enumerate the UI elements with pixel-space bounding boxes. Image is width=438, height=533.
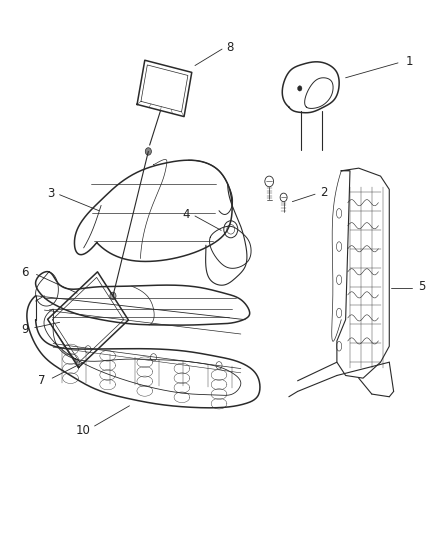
- Text: 6: 6: [21, 266, 28, 279]
- Circle shape: [297, 86, 302, 91]
- Text: 7: 7: [39, 374, 46, 387]
- Circle shape: [145, 148, 152, 155]
- Text: 2: 2: [320, 185, 328, 199]
- Text: 3: 3: [47, 187, 55, 200]
- Text: 8: 8: [226, 41, 233, 54]
- Circle shape: [110, 292, 116, 300]
- Text: 5: 5: [418, 280, 426, 293]
- Text: 9: 9: [21, 322, 28, 336]
- Text: 10: 10: [75, 424, 90, 437]
- Text: 4: 4: [183, 208, 190, 221]
- Text: 1: 1: [405, 55, 413, 68]
